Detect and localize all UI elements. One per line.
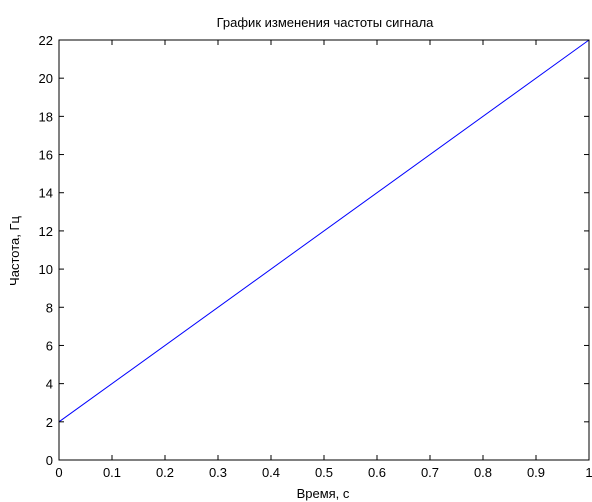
series-line-0 xyxy=(58,39,590,423)
y-tick-label: 10 xyxy=(39,262,53,277)
x-tick-label: 1 xyxy=(585,465,592,480)
x-axis-label: Время, с xyxy=(297,486,350,501)
x-tick-label: 0.7 xyxy=(421,465,439,480)
x-tick-label: 0.4 xyxy=(262,465,280,480)
y-axis-label: Частота, Гц xyxy=(7,216,22,286)
x-tick-label: 0.8 xyxy=(474,465,492,480)
y-tick-label: 22 xyxy=(39,33,53,48)
x-tick-label: 0.6 xyxy=(368,465,386,480)
x-tick-label: 0.2 xyxy=(156,465,174,480)
y-tick-label: 0 xyxy=(46,453,53,468)
y-tick-label: 4 xyxy=(46,377,53,392)
y-tick-label: 16 xyxy=(39,148,53,163)
y-tick-label: 6 xyxy=(46,338,53,353)
x-tick-label: 0.5 xyxy=(315,465,333,480)
y-tick-label: 2 xyxy=(46,415,53,430)
y-tick-label: 18 xyxy=(39,109,53,124)
x-tick-label: 0.3 xyxy=(209,465,227,480)
y-tick-label: 12 xyxy=(39,224,53,239)
chart-title: График изменения частоты сигнала xyxy=(217,15,435,30)
y-tick-label: 8 xyxy=(46,300,53,315)
plot-area: 0 0.1 0.2 0.3 0.4 0.5 0.6 0.7 0.8 0.9 102468101214… xyxy=(39,33,592,480)
y-tick-label: 14 xyxy=(39,186,53,201)
y-tick-label: 20 xyxy=(39,71,53,86)
x-tick-label: 0.1 xyxy=(103,465,121,480)
x-tick-label: 0.9 xyxy=(527,465,545,480)
x-tick-label: 0 xyxy=(55,465,62,480)
